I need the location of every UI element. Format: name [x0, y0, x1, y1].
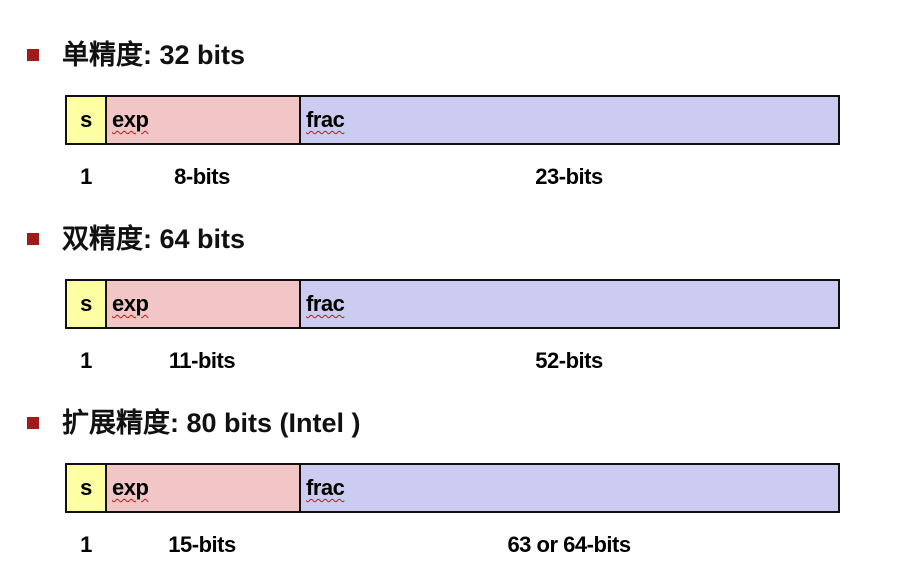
field-box-text: frac	[306, 107, 345, 132]
bit-width-label: 63 or 64-bits	[507, 532, 631, 558]
bullet	[27, 233, 39, 245]
section-title: 单精度: 32 bits	[62, 38, 245, 72]
bit-width-label-text: 1	[80, 164, 92, 189]
field-box-text: s	[80, 107, 92, 132]
field-box-text: s	[80, 475, 92, 500]
field-box-text: exp	[112, 107, 149, 132]
bit-width-label: 1	[80, 532, 92, 558]
field-box-text: frac	[306, 475, 345, 500]
field-box: s	[65, 463, 107, 513]
bit-width-label: 1	[80, 348, 92, 374]
field-box: exp	[105, 95, 301, 145]
bit-width-label: 15-bits	[168, 532, 236, 558]
field-box: exp	[105, 279, 301, 329]
field-box-text: exp	[112, 475, 149, 500]
section-title: 双精度: 64 bits	[62, 222, 245, 256]
field-box: frac	[299, 279, 840, 329]
bullet	[27, 49, 39, 61]
field-box: frac	[299, 95, 840, 145]
bit-width-label-text: 52-bits	[535, 348, 603, 373]
section-title-text: 双精度: 64 bits	[62, 224, 246, 254]
bit-width-label: 11-bits	[168, 348, 236, 374]
field-box: exp	[105, 463, 301, 513]
bit-width-label: 23-bits	[535, 164, 603, 190]
bit-width-label-text: 8-bits	[174, 164, 230, 189]
section-title: 扩展精度: 80 bits (Intel )	[62, 406, 361, 440]
bit-width-label-text: 15-bits	[168, 532, 236, 557]
bit-width-label-text: 23-bits	[535, 164, 603, 189]
bit-width-label-text: 63 or 64-bits	[507, 532, 631, 557]
section-title-text: 扩展精度: 80 bits (Intel )	[62, 408, 361, 438]
bit-width-label: 52-bits	[535, 348, 603, 374]
bit-width-label: 1	[80, 164, 92, 190]
bit-width-label: 8-bits	[174, 164, 230, 190]
bullet	[27, 417, 39, 429]
bit-width-label-text: 1	[80, 348, 92, 373]
field-box-text: s	[80, 291, 92, 316]
bit-width-label-text: 1	[80, 532, 92, 557]
field-box: s	[65, 279, 107, 329]
field-box-text: frac	[306, 291, 345, 316]
section-title-text: 单精度: 32 bits	[62, 40, 246, 70]
field-box-text: exp	[112, 291, 149, 316]
field-box: s	[65, 95, 107, 145]
bit-width-label-text: 11-bits	[168, 348, 236, 373]
field-box: frac	[299, 463, 840, 513]
